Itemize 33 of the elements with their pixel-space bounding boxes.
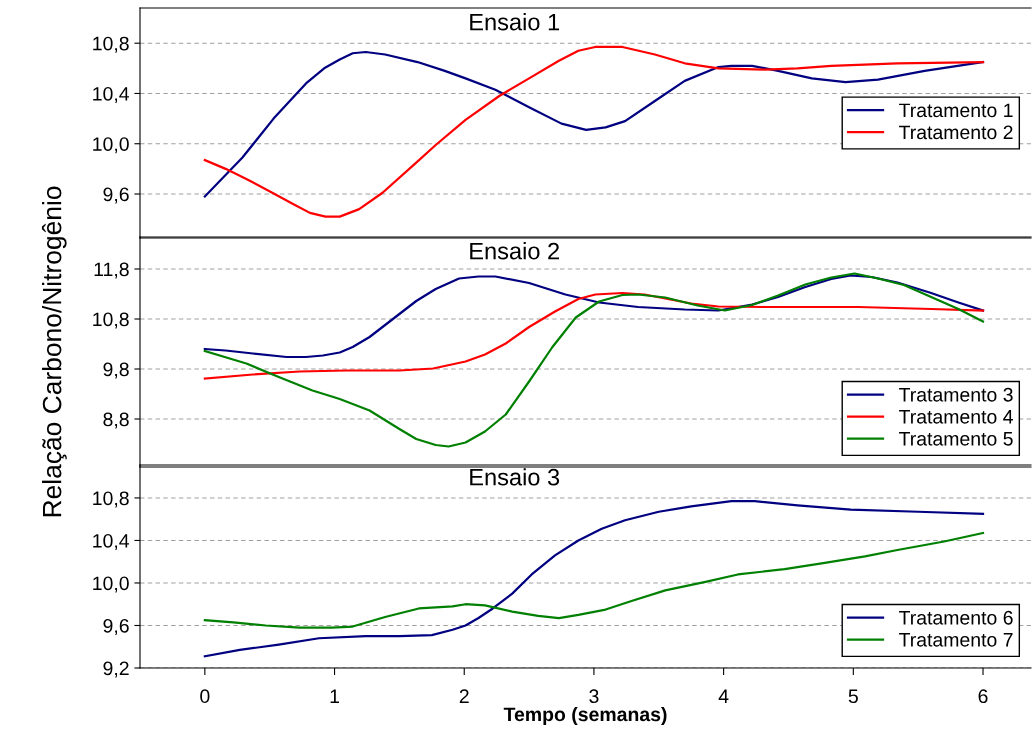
x-tick-label: 3 [589, 689, 599, 704]
x-tick-label: 5 [848, 689, 858, 704]
y-tick-label: 9,8 [103, 362, 129, 379]
legend-label: Tratamento 4 [899, 410, 1013, 424]
x-tick-label: 4 [718, 689, 729, 703]
y-tick-label: 9,6 [103, 618, 129, 636]
x-tick-label: 6 [978, 689, 988, 704]
y-tick-label: 10,8 [93, 312, 129, 329]
x-axis-title: Tempo (semanas) [503, 706, 667, 726]
legend-label: Tratamento 6 [899, 610, 1013, 625]
y-tick-label: 11,8 [94, 262, 129, 279]
legend-label: Tratamento 2 [899, 125, 1013, 140]
x-tick-label: 0 [200, 689, 210, 704]
y-tick-label: 10,4 [93, 86, 130, 103]
y-tick-label: 8,8 [103, 412, 129, 429]
line-series [203, 291, 985, 380]
y-tick-label: 10,0 [93, 137, 129, 154]
y-tick-label: 9,2 [103, 661, 129, 678]
chart-title: Ensaio 3 [470, 468, 560, 486]
chart-title: Ensaio 1 [470, 13, 560, 31]
x-tick-label: 2 [459, 689, 469, 703]
y-tick-label: 9,6 [103, 187, 129, 204]
y-tick-label: 10,0 [93, 576, 129, 593]
legend-label: Tratamento 3 [899, 387, 1013, 402]
y-axis-title: Relação Carbono/Nitrogênio [41, 186, 67, 517]
legend-label: Tratamento 5 [899, 432, 1013, 446]
y-tick-label: 10,8 [93, 491, 129, 508]
legend-label: Tratamento 1 [899, 103, 1013, 118]
legend-label: Tratamento 7 [899, 633, 1013, 647]
x-tick-label: 1 [330, 689, 339, 703]
y-tick-label: 10,4 [93, 533, 130, 550]
chart-title: Ensaio 2 [470, 242, 559, 260]
y-tick-label: 10,8 [93, 36, 129, 53]
